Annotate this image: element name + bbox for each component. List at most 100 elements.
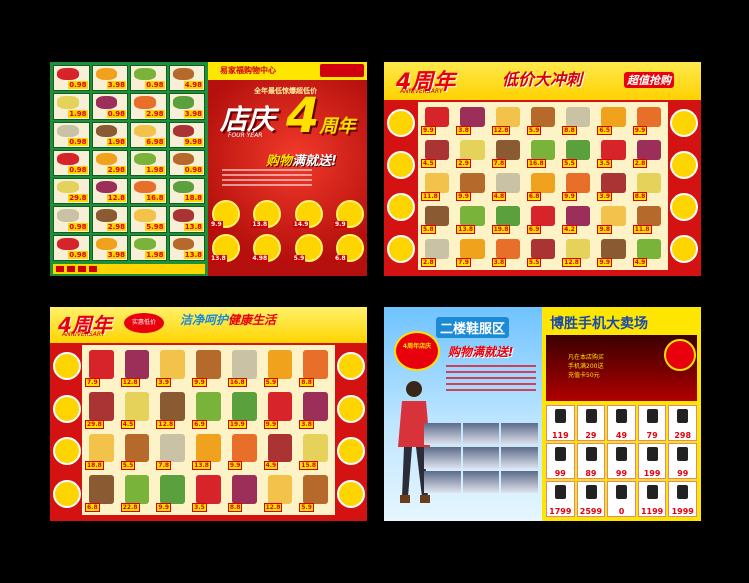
produce-item: 3.98 bbox=[91, 234, 128, 261]
product-price: 7.9 bbox=[456, 258, 471, 267]
product-row-1: 9.9 13.8 14.9 9.9 bbox=[210, 200, 364, 228]
product-image bbox=[267, 391, 293, 421]
produce-price: 0.98 bbox=[68, 222, 88, 231]
phone-price: 89 bbox=[585, 469, 597, 478]
produce-price: 0.98 bbox=[183, 166, 203, 175]
product-price: 5.5 bbox=[562, 159, 577, 168]
phone-price: 298 bbox=[674, 431, 692, 440]
produce-image bbox=[95, 124, 117, 137]
product-image bbox=[566, 206, 591, 226]
product-item: 9.9 bbox=[192, 348, 225, 387]
produce-image bbox=[172, 237, 194, 250]
produce-item: 3.98 bbox=[91, 65, 128, 92]
product-image bbox=[124, 391, 150, 421]
produce-item: 5.98 bbox=[130, 206, 167, 233]
produce-item: 0.98 bbox=[130, 65, 167, 92]
clean-headline: 洁净呵护健康生活 bbox=[180, 311, 276, 328]
product-item: 13.8 bbox=[192, 432, 225, 471]
product-image bbox=[566, 107, 591, 127]
phone-item: 99 bbox=[546, 443, 575, 479]
product-item: 2.9 bbox=[456, 138, 488, 168]
product-price: 12.8 bbox=[120, 377, 140, 387]
product-image bbox=[495, 173, 520, 193]
product-image bbox=[425, 239, 450, 259]
produce-price: 0.98 bbox=[68, 251, 88, 259]
produce-item: 0.98 bbox=[168, 149, 205, 177]
product-image bbox=[231, 475, 257, 504]
product-image bbox=[303, 475, 328, 504]
phone-price: 99 bbox=[677, 469, 689, 478]
promo-line: 充值卡50元 bbox=[568, 372, 600, 379]
product-item: 9.9 bbox=[456, 171, 488, 201]
phone-image bbox=[555, 485, 566, 499]
product-item: 12.8 bbox=[156, 390, 189, 429]
product-price: 3.5 bbox=[192, 503, 207, 512]
product-price: 11.8 bbox=[421, 192, 440, 201]
product-image bbox=[460, 239, 485, 259]
product-price: 3.5 bbox=[597, 159, 613, 168]
product-image bbox=[89, 475, 114, 504]
product-item: 11.8 bbox=[421, 171, 453, 201]
produce-price: 6.98 bbox=[145, 137, 165, 146]
product-item: 19.9 bbox=[227, 390, 261, 429]
produce-item: 12.8 bbox=[91, 178, 128, 205]
product-price: 3.8 bbox=[299, 419, 314, 429]
product-item: 12.8 bbox=[491, 105, 524, 135]
product-item: 9.9 bbox=[597, 237, 629, 267]
product-image bbox=[530, 206, 556, 226]
product-price: 18.8 bbox=[85, 461, 104, 471]
product-item: 18.8 bbox=[85, 432, 118, 471]
product-circle: 13.8 bbox=[251, 200, 282, 228]
phone-image bbox=[646, 409, 658, 423]
product-image bbox=[495, 107, 520, 127]
product-item: 5.5 bbox=[562, 138, 594, 168]
product-circle: 9.9 bbox=[210, 200, 240, 228]
product-grid: 9.9 3.8 12.8 5.9 8.8 6.5 9.9 4.5 2.9 7.8 16.8 5.5 3.… bbox=[421, 105, 665, 267]
produce-item: 0.98 bbox=[53, 149, 90, 177]
product-price: 9.9 bbox=[562, 192, 577, 201]
lantern-text: 4周年店庆 bbox=[402, 343, 432, 350]
product-price: 11.8 bbox=[632, 225, 652, 234]
product-price: 6.8 bbox=[333, 255, 347, 262]
phone-item: 49 bbox=[607, 405, 636, 441]
product-image bbox=[601, 140, 626, 160]
product-item: 16.8 bbox=[526, 138, 559, 168]
produce-image bbox=[57, 181, 79, 194]
produce-price: 3.98 bbox=[106, 251, 126, 259]
phone-price: 0 bbox=[618, 507, 625, 516]
product-item: 2.8 bbox=[421, 237, 453, 267]
product-item: 9.9 bbox=[156, 473, 189, 512]
produce-price: 5.98 bbox=[145, 222, 165, 231]
phone-image bbox=[677, 409, 689, 423]
phone-image bbox=[585, 409, 597, 423]
product-item: 4.9 bbox=[632, 237, 665, 267]
phone-image bbox=[616, 485, 628, 499]
product-price: 9.9 bbox=[210, 221, 223, 228]
product-image bbox=[231, 433, 257, 463]
phone-price: 2599 bbox=[579, 507, 603, 516]
produce-grid: 0.98 3.98 0.98 4.98 1.98 0.98 2.98 3.98 0.98 1.98… bbox=[53, 65, 205, 261]
produce-image bbox=[95, 68, 117, 81]
product-price: 9.8 bbox=[597, 225, 613, 234]
product-image bbox=[530, 140, 556, 160]
produce-image bbox=[134, 124, 156, 137]
product-image bbox=[196, 391, 221, 421]
product-price: 7.8 bbox=[491, 159, 507, 168]
produce-image bbox=[95, 209, 117, 222]
produce-image bbox=[134, 68, 156, 81]
product-item: 3.8 bbox=[299, 390, 332, 429]
phone-price: 79 bbox=[646, 431, 658, 440]
tagline: 全年最低惊爆超低价 bbox=[254, 87, 317, 95]
phone-item: 29 bbox=[576, 405, 606, 441]
product-item: 15.8 bbox=[299, 432, 332, 471]
product-row-2: 13.8 4.98 5.9 6.8 bbox=[210, 234, 364, 262]
notice-lines bbox=[446, 361, 536, 395]
title-four-digit: 4 bbox=[286, 88, 320, 144]
produce-price: 3.98 bbox=[183, 109, 203, 118]
promo-badge bbox=[664, 339, 696, 371]
product-circle: 4.98 bbox=[251, 234, 282, 262]
phone-item: 1999 bbox=[668, 481, 697, 517]
product-item: 12.8 bbox=[562, 237, 594, 267]
title-four: 4周年 bbox=[286, 88, 355, 144]
produce-price: 29.8 bbox=[68, 194, 88, 203]
